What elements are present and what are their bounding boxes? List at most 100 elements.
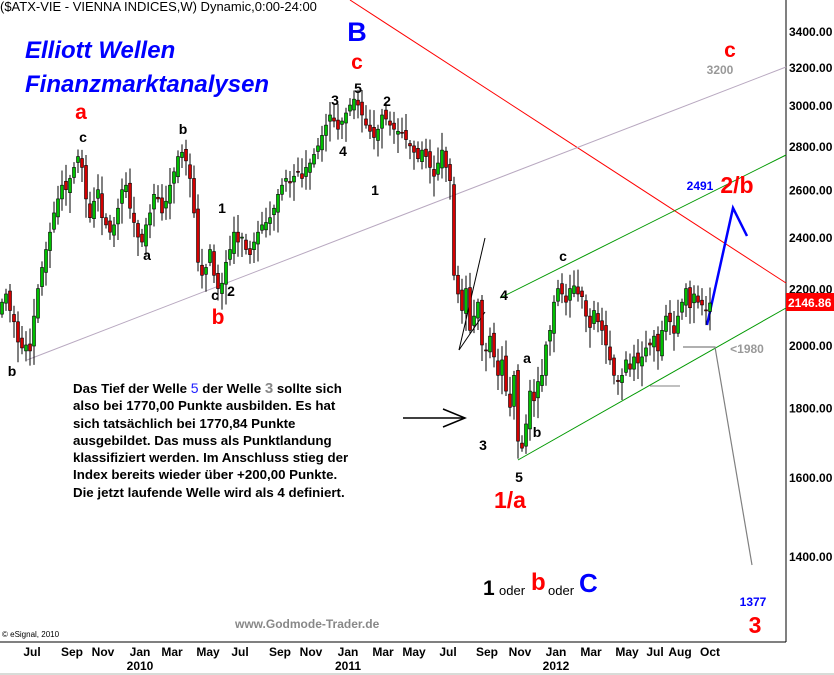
candle-up <box>176 156 180 178</box>
candle-up <box>232 231 236 254</box>
candle-up <box>472 315 476 326</box>
candle-up <box>680 301 684 313</box>
candle-down <box>132 212 136 223</box>
candle-up <box>24 344 28 352</box>
x-tick-label: May <box>402 645 426 659</box>
x-tick-label: Jan <box>338 645 359 659</box>
candle-down <box>504 355 508 392</box>
candle-down <box>584 300 588 317</box>
y-tick-label: 1600.00 <box>789 471 833 485</box>
candle-up <box>72 167 76 178</box>
wave-3-new: 3 <box>479 437 487 453</box>
candle-up <box>524 423 528 447</box>
candle-up <box>328 114 332 122</box>
candle-up <box>120 189 124 204</box>
candle-down <box>416 148 420 159</box>
candle-down <box>200 264 204 276</box>
candle-down <box>668 312 672 323</box>
y-tick-label: 2000.00 <box>789 339 833 353</box>
candle-down <box>656 333 660 352</box>
brand-line2: Finanzmarktanalysen <box>25 71 269 98</box>
candle-down <box>16 321 20 343</box>
long-term-support-line <box>26 66 787 361</box>
candle-up <box>644 347 648 357</box>
candle-up <box>536 381 540 399</box>
candle-up <box>68 178 72 193</box>
scenario-oder-1: oder <box>499 583 526 598</box>
candle-down <box>196 208 200 263</box>
candle-up <box>148 212 152 226</box>
wave-c-black: c <box>79 129 87 145</box>
candle-down <box>100 193 104 218</box>
candle-down <box>248 248 252 255</box>
candle-up <box>172 171 176 184</box>
candle-down <box>628 363 632 370</box>
candle-down <box>88 203 92 218</box>
wave-channel-line-1 <box>458 237 486 351</box>
candle-down <box>564 295 568 303</box>
candle-up <box>684 288 688 306</box>
candle-down <box>108 220 112 233</box>
candle-up <box>168 184 172 204</box>
candle-down <box>696 295 700 303</box>
candle-up <box>652 335 656 348</box>
candle-up <box>692 293 696 304</box>
candle-down <box>672 325 676 334</box>
candle-up <box>568 288 572 301</box>
wave-4: 4 <box>339 143 347 159</box>
target-1377: 1377 <box>740 595 767 609</box>
candle-up <box>572 285 576 294</box>
wave-a-new: a <box>523 350 531 366</box>
candle-up <box>32 315 36 347</box>
x-year-label: 2010 <box>127 659 154 673</box>
candle-down <box>604 325 608 346</box>
candle-up <box>512 375 516 407</box>
candle-up <box>124 184 128 193</box>
target-2491: 2491 <box>687 179 714 193</box>
candle-up <box>420 149 424 162</box>
watermark: www.Godmode-Trader.de <box>234 617 380 631</box>
candle-down <box>608 346 612 361</box>
y-tick-label: 1800.00 <box>789 401 833 415</box>
candle-down <box>452 184 456 276</box>
x-tick-label: Sep <box>476 645 498 659</box>
x-tick-label: Jul <box>231 645 248 659</box>
candle-up <box>92 200 96 219</box>
candle-down <box>104 217 108 226</box>
candle-down <box>408 143 412 147</box>
candle-down <box>372 127 376 138</box>
candle-up <box>476 301 480 319</box>
candle-up <box>556 288 560 302</box>
last-price-marker: 2146.86 <box>786 293 834 311</box>
commentary-line-5: klassifiziert werden. Im Anschluss stieg… <box>73 450 349 466</box>
y-axis-ticks: 1400.001600.001800.002000.002200.002400.… <box>789 25 833 564</box>
x-year-label: 2011 <box>335 659 361 673</box>
wave-5: 5 <box>354 80 362 96</box>
candle-down <box>520 442 524 449</box>
x-axis-ticks: Jul Sep Nov Jan Mar May Jul Sep Nov Jan Mar May Jul S… <box>23 645 720 673</box>
wave-c-new: c <box>559 248 567 264</box>
wave-2: 2 <box>383 93 391 109</box>
x-tick-label: Jan <box>130 645 151 659</box>
candle-up <box>324 124 328 136</box>
candle-up <box>592 310 596 324</box>
candle-up <box>0 301 4 315</box>
candle-down <box>288 181 292 184</box>
projection-path <box>705 204 749 326</box>
candle-down <box>580 290 584 298</box>
wave-b-black: b <box>179 121 188 137</box>
candle-down <box>516 370 520 442</box>
candle-down <box>444 150 448 168</box>
candle-up <box>240 236 244 239</box>
wave-c-top: c <box>351 51 363 74</box>
candle-down <box>392 122 396 130</box>
candle-down <box>432 169 436 177</box>
candle-down <box>480 299 484 346</box>
candle-up <box>284 178 288 182</box>
commentary-line-1a: Das Tief der Welle <box>73 381 191 396</box>
candle-up <box>308 162 312 173</box>
candle-down <box>388 120 392 126</box>
candle-down <box>424 148 428 157</box>
candle-up <box>488 335 492 353</box>
